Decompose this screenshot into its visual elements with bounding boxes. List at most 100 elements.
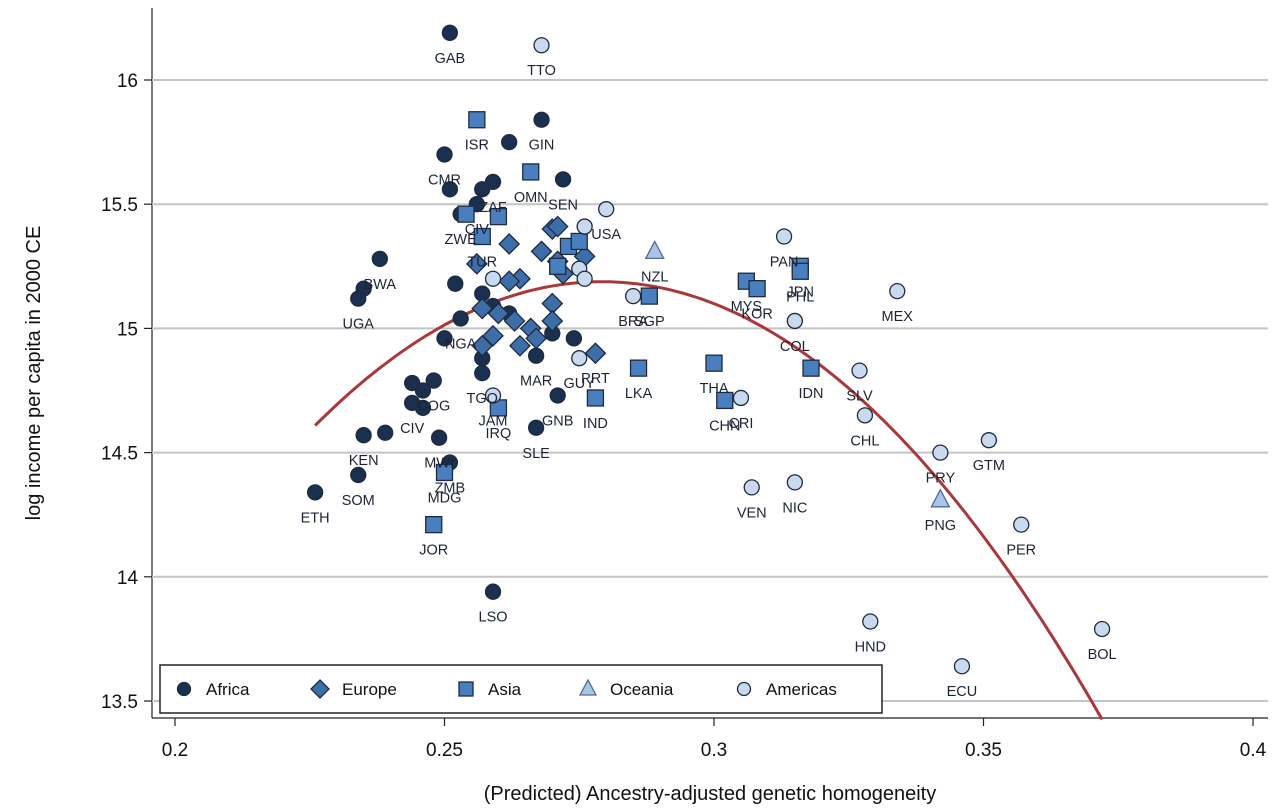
africa-point: [533, 111, 550, 128]
quadratic-fit-line: [314, 280, 1104, 721]
x-tick-label: 0.35: [965, 740, 1002, 761]
asia-point: [586, 389, 605, 407]
africa-point: [474, 181, 491, 198]
americas-point: [484, 387, 502, 404]
point-label: ZMB: [435, 481, 466, 497]
africa-point: [414, 399, 432, 417]
europe-point: [584, 342, 607, 365]
europe-point: [465, 252, 488, 275]
point-label: MYS: [731, 299, 762, 315]
point-label: GAB: [435, 51, 466, 67]
americas-point: [1093, 620, 1111, 638]
y-tick-label: 16: [117, 71, 138, 92]
americas-point: [932, 444, 949, 461]
legend-label: Oceania: [610, 680, 674, 699]
y-axis-title: log income per capita in 2000 CE: [23, 226, 45, 521]
legend-marker-africa: [176, 681, 192, 697]
africa-point: [377, 424, 394, 441]
point-label: PRY: [926, 471, 956, 487]
point-label: KEN: [349, 453, 379, 469]
asia-point: [468, 111, 486, 129]
point-label: JAM: [479, 413, 508, 429]
point-label: SLV: [846, 389, 873, 405]
americas-point: [732, 389, 750, 407]
point-label: MAR: [520, 374, 552, 390]
europe-point: [525, 327, 548, 350]
europe-point: [503, 310, 526, 332]
point-label: CMR: [428, 173, 461, 189]
americas-point: [743, 479, 760, 496]
point-label: UGA: [343, 317, 375, 333]
point-label: GUY: [564, 376, 596, 392]
europe-point: [471, 297, 494, 320]
africa-point: [430, 429, 448, 446]
point-label: OMN: [514, 190, 548, 206]
europe-point: [487, 302, 510, 325]
point-label: TGO: [467, 391, 498, 407]
point-label: PRT: [581, 371, 610, 387]
point-label: SGP: [634, 314, 665, 330]
africa-point: [350, 466, 367, 484]
africa-point: [306, 484, 324, 501]
point-label: BRA: [618, 314, 648, 330]
point-label: ISR: [465, 138, 489, 154]
point-label: COL: [780, 339, 810, 355]
asia-point: [640, 287, 658, 305]
americas-point: [576, 218, 593, 235]
point-label: SOM: [342, 493, 375, 509]
point-label: GNB: [542, 413, 573, 429]
asia-point: [457, 205, 475, 223]
legend-marker-americas: [736, 681, 752, 697]
africa-point: [549, 387, 566, 404]
americas-point: [598, 201, 615, 218]
point-label: ZWE: [445, 232, 478, 248]
asia-point: [716, 391, 734, 410]
point-label: PHL: [786, 289, 814, 305]
africa-point: [565, 330, 583, 347]
point-label: VEN: [737, 505, 767, 521]
point-label: COG: [417, 399, 450, 415]
x-tick-label: 0.3: [701, 740, 727, 761]
asia-point: [522, 163, 540, 181]
point-label: JOR: [419, 543, 448, 559]
americas-point: [786, 312, 803, 330]
point-label: KOR: [741, 307, 772, 323]
legend-marker-asia: [458, 681, 474, 697]
point-label: ETH: [301, 510, 330, 526]
legend-label: Americas: [766, 680, 837, 699]
asia-point: [570, 232, 588, 251]
americas-point: [1013, 516, 1030, 533]
americas-point: [953, 658, 971, 675]
legend-marker-oceania: [578, 678, 598, 696]
point-label: MDG: [428, 490, 462, 506]
oceania-point: [930, 488, 951, 508]
point-label: PER: [1006, 543, 1036, 559]
americas-point: [625, 287, 642, 305]
asia-point: [425, 515, 443, 534]
americas-point: [571, 350, 588, 367]
africa-point: [501, 133, 518, 151]
point-label: HND: [855, 640, 886, 656]
asia-point: [489, 207, 508, 226]
africa-point: [371, 250, 388, 267]
data-points: [306, 24, 1111, 675]
asia-point: [629, 359, 648, 377]
point-label: USA: [591, 227, 621, 243]
point-label: PAN: [770, 254, 799, 270]
africa-point: [474, 364, 491, 382]
africa-point: [355, 427, 372, 444]
y-axis: 13.5 14 14.5 15 15.5 16: [101, 71, 152, 713]
y-tick-label: 13.5: [101, 692, 138, 713]
asia-point: [549, 257, 567, 275]
africa-point: [527, 419, 545, 436]
point-label: GIN: [529, 138, 555, 154]
y-tick-label: 14.5: [101, 444, 138, 465]
americas-point: [484, 270, 502, 287]
asia-point: [705, 354, 723, 372]
x-tick-label: 0.2: [162, 740, 188, 761]
legend-label: Europe: [342, 680, 397, 699]
asia-point: [791, 262, 809, 280]
point-label: CIV: [400, 421, 425, 437]
asia-point: [802, 359, 820, 377]
